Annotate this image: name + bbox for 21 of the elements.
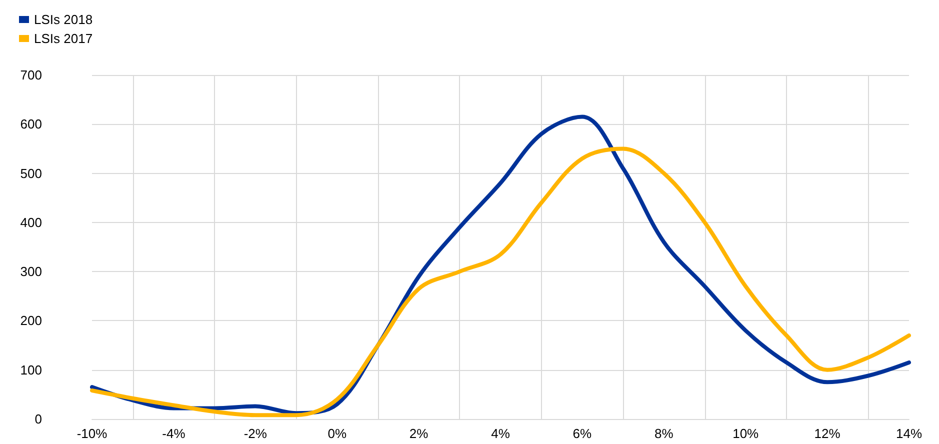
y-tick-label: 600	[20, 116, 42, 132]
x-tick-label: 0%	[328, 426, 347, 441]
y-tick-label: 400	[20, 214, 42, 230]
legend-label: LSIs 2017	[34, 31, 93, 46]
x-tick-label: 14%	[896, 426, 922, 441]
y-tick-label: 300	[20, 264, 42, 280]
x-tick-label: 8%	[654, 426, 674, 441]
y-tick-label: 0	[34, 412, 42, 426]
y-tick-label: 700	[20, 68, 42, 82]
x-tick-label: -10%	[76, 426, 108, 441]
x-tick-label: -4%	[162, 426, 186, 441]
x-tick-label: 12%	[814, 426, 841, 441]
x-tick-label: 2%	[409, 426, 429, 441]
legend-label: LSIs 2018	[34, 12, 93, 27]
x-tick-label: 6%	[572, 426, 592, 441]
y-tick-label: 200	[20, 313, 42, 328]
y-tick-label: 500	[20, 166, 42, 181]
x-tick-label: 4%	[491, 426, 510, 441]
y-tick-label: 100	[20, 362, 42, 378]
x-tick-label: -2%	[244, 426, 268, 441]
x-tick-label: 10%	[732, 426, 760, 441]
